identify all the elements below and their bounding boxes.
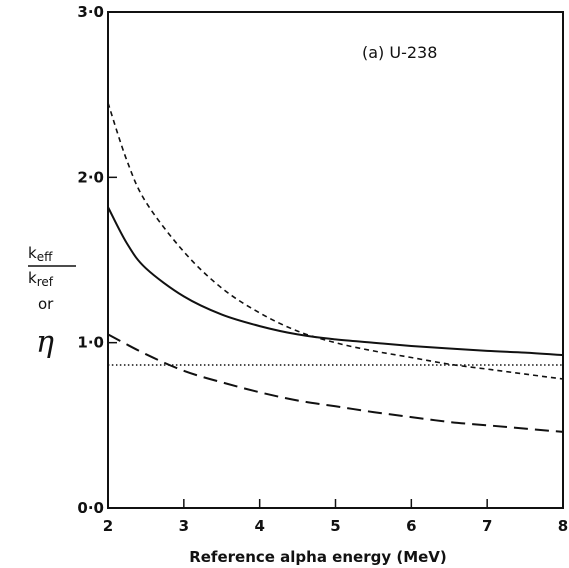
ylabel-numerator: keff	[28, 244, 53, 264]
series-long-dash-line	[107, 333, 564, 433]
ylabel-symbol: η	[36, 325, 54, 360]
ylabel-connector: or	[38, 295, 54, 313]
x-tick-label: 3	[179, 517, 189, 535]
y-axis-label: keff kref or η	[28, 244, 76, 360]
annotation-layer: (a) U-238	[362, 43, 437, 62]
x-tick-label: 8	[558, 517, 568, 535]
x-tick-label: 5	[330, 517, 340, 535]
ylabel-numerator-k: k	[28, 244, 37, 262]
ylabel-numerator-sub: eff	[37, 250, 53, 264]
series-layer	[107, 102, 564, 433]
x-tick-label: 7	[482, 517, 492, 535]
series-short-dash-line	[107, 102, 564, 380]
x-tick-label: 6	[406, 517, 416, 535]
ylabel-denominator-k: k	[28, 269, 37, 287]
x-tick-label: 2	[103, 517, 113, 535]
y-tick-label: 3·0	[77, 3, 104, 21]
chart-annotation: (a) U-238	[362, 43, 437, 62]
ylabel-denominator: kref	[28, 269, 54, 289]
x-tick-label: 4	[254, 517, 264, 535]
x-axis-title: Reference alpha energy (MeV)	[189, 548, 447, 566]
axes: 2 3 4 5 6 7 8 0·0 1·0 2·0 3·0	[77, 3, 568, 535]
series-solid-line	[107, 206, 564, 357]
y-tick-label: 1·0	[77, 334, 104, 352]
plot-frame	[107, 11, 564, 509]
y-tick-label: 0·0	[77, 499, 104, 517]
ylabel-denominator-sub: ref	[37, 275, 54, 289]
y-tick-label: 2·0	[77, 168, 104, 186]
